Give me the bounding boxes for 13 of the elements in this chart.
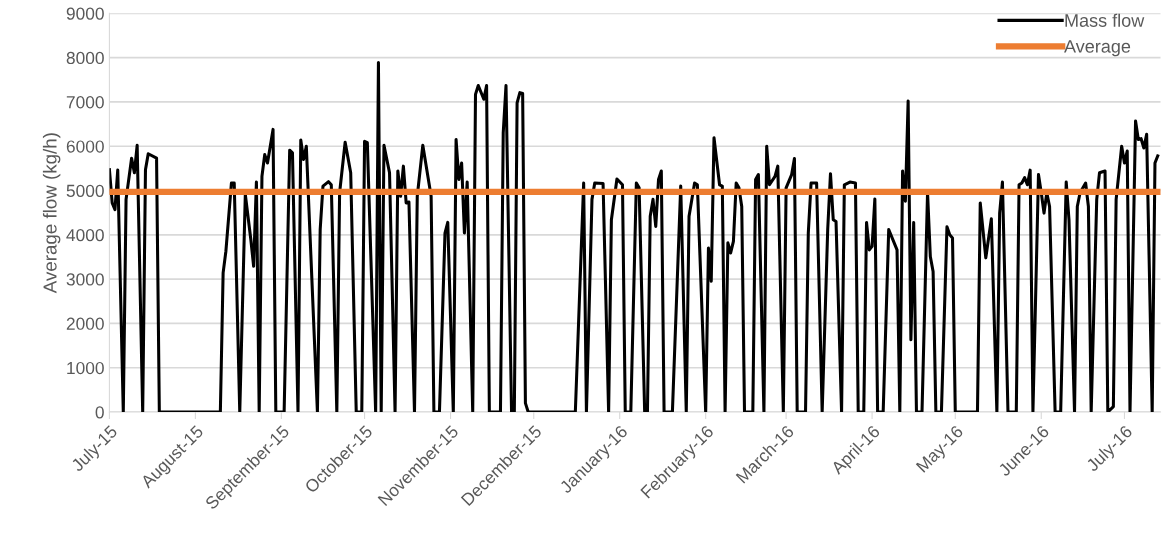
y-tick-label: 0 [95,406,104,419]
y-tick-label: 4000 [66,228,104,242]
y-tick-label: 5000 [66,184,104,197]
y-tick-label: 2000 [66,317,104,330]
y-tick-label: 3000 [66,273,104,286]
legend-label: Mass flow [1065,13,1145,27]
y-tick-label: 9000 [66,7,104,20]
y-tick-label: 1000 [67,361,104,375]
legend-label: Average [1064,40,1131,57]
y-tick-label: 6000 [66,140,104,153]
y-tick-label: 8000 [66,51,104,65]
y-tick-label: 7000 [66,96,104,109]
y-axis-title: Average flow (kg/h) [42,133,61,294]
